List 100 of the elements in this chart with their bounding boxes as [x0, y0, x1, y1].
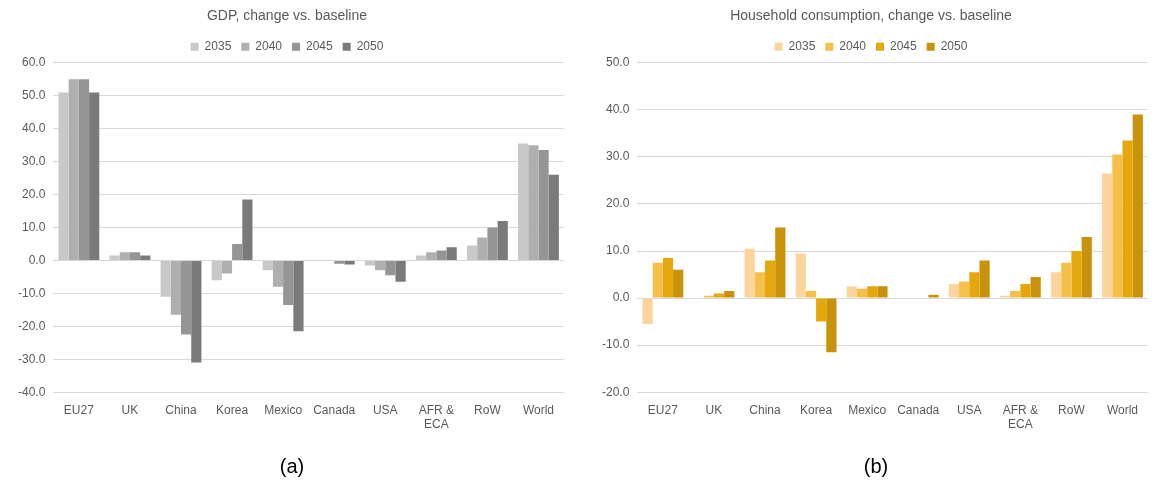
bar: [724, 291, 735, 298]
bar: [642, 298, 653, 324]
x-tick-label: Korea: [800, 402, 833, 417]
bar: [754, 272, 766, 298]
bar: [89, 92, 100, 260]
x-tick-label: China: [165, 402, 198, 417]
bar: [816, 298, 827, 322]
bar: [211, 260, 222, 281]
y-tick-label: -30.0: [17, 351, 46, 366]
y-tick-label: -40.0: [17, 384, 46, 399]
y-tick-label: 40.0: [21, 120, 46, 135]
bar: [856, 288, 868, 298]
bar: [805, 291, 817, 298]
bar: [415, 255, 427, 260]
bar: [795, 253, 806, 298]
x-tick-label: China: [749, 402, 782, 417]
bar: [662, 258, 674, 298]
bar: [477, 237, 488, 260]
bar: [1020, 283, 1031, 298]
x-tick-label: Mexico: [264, 402, 303, 417]
x-tick-label: USA: [372, 402, 398, 417]
bar: [775, 227, 786, 298]
bar: [497, 220, 508, 260]
bar: [528, 145, 539, 260]
bar: [293, 260, 304, 332]
bar: [487, 227, 498, 260]
bar: [1061, 262, 1072, 298]
x-tick-label: World: [522, 402, 555, 417]
bar: [78, 79, 90, 260]
x-tick-label: World: [1106, 402, 1139, 417]
bar: [1112, 154, 1123, 298]
x-tick-label: Mexico: [848, 402, 887, 417]
bar: [744, 248, 755, 298]
bar: [1050, 272, 1062, 298]
bar: [673, 269, 684, 298]
bar: [867, 286, 878, 298]
bar: [262, 260, 273, 271]
x-tick-label: RoW: [1058, 402, 1086, 417]
bar: [466, 245, 478, 260]
bar: [1010, 291, 1021, 298]
x-tick-label: UK: [705, 402, 723, 417]
y-tick-label: 60.0: [21, 55, 46, 70]
y-tick-label: 10.0: [21, 219, 46, 234]
x-tick-label: USA: [956, 402, 982, 417]
y-tick-label: 20.0: [605, 196, 630, 211]
bar: [242, 199, 253, 260]
legend-label: 2045: [306, 39, 334, 54]
bar: [1132, 114, 1143, 298]
bar: [170, 260, 182, 315]
bar: [959, 281, 970, 298]
x-tick-label: Korea: [216, 402, 249, 417]
bar: [928, 294, 939, 298]
bar: [334, 260, 345, 264]
bar: [518, 143, 529, 260]
chart-title: Household consumption, change vs. baseline: [730, 7, 1013, 24]
legend-label: 2050: [356, 39, 384, 54]
x-tick-label: AFR & ECA: [418, 402, 455, 432]
legend-label: 2045: [890, 39, 918, 54]
bar: [426, 252, 437, 260]
bar: [221, 260, 233, 274]
bar: [652, 262, 663, 298]
bar: [826, 298, 837, 353]
bar: [1122, 140, 1133, 298]
text: (b): [862, 455, 890, 478]
bar: [181, 260, 192, 335]
bar: [395, 260, 406, 282]
y-tick-label: 20.0: [21, 186, 46, 201]
chart-title: GDP, change vs. baseline: [206, 7, 368, 24]
bar: [1081, 236, 1092, 298]
y-tick-label: 10.0: [605, 243, 630, 258]
text: (a): [278, 455, 306, 478]
bar: [232, 243, 243, 260]
x-tick-label: EU27: [647, 402, 679, 417]
bar: [1030, 276, 1041, 298]
legend-label: 2040: [255, 39, 283, 54]
bar: [140, 255, 151, 260]
bar: [119, 252, 130, 260]
y-tick-label: -20.0: [17, 318, 46, 333]
bar: [877, 286, 888, 298]
y-tick-label: 30.0: [605, 149, 630, 164]
legend-label: 2035: [204, 39, 232, 54]
bar: [1071, 251, 1082, 298]
x-tick-label: AFR & ECA: [1002, 402, 1039, 432]
x-tick-label: RoW: [474, 402, 502, 417]
y-tick-label: -20.0: [601, 384, 630, 399]
bar: [191, 260, 202, 363]
x-tick-label: UK: [121, 402, 139, 417]
x-tick-label: Canada: [313, 402, 356, 417]
bar: [446, 247, 457, 260]
bar: [979, 260, 990, 298]
y-tick-label: 30.0: [21, 153, 46, 168]
y-tick-label: -10.0: [601, 337, 630, 352]
x-tick-label: EU27: [63, 402, 95, 417]
legend-label: 2035: [788, 39, 816, 54]
bar: [129, 252, 141, 260]
bar: [436, 250, 447, 260]
y-tick-label: 50.0: [605, 55, 630, 70]
bar: [846, 286, 857, 298]
y-tick-label: -10.0: [17, 285, 46, 300]
y-tick-label: 50.0: [21, 88, 46, 103]
